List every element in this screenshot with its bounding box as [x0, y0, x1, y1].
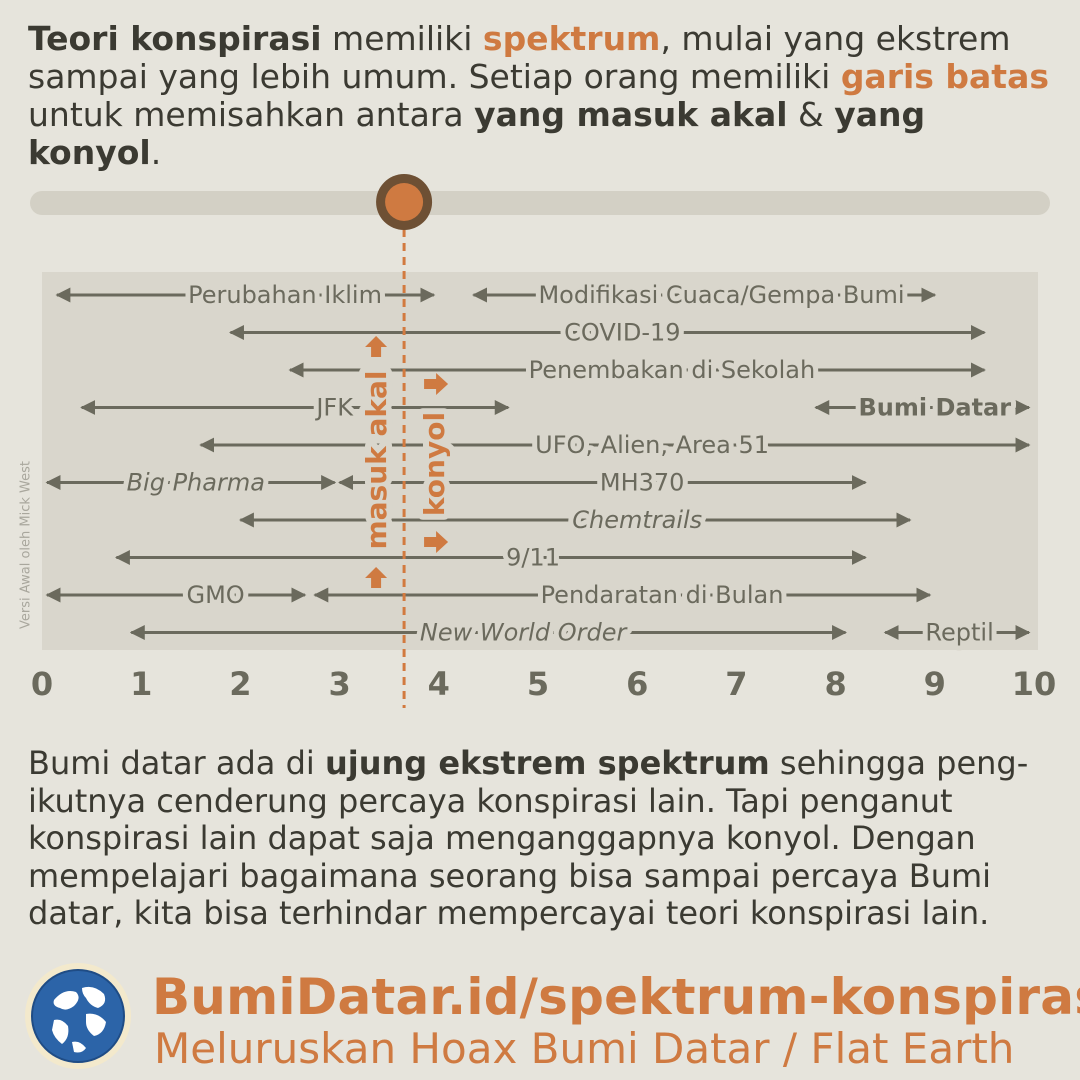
footer-tagline: Meluruskan Hoax Bumi Datar / Flat Earth — [154, 1024, 1015, 1073]
intro-segment: , mulai yang ekstrem sampai yang lebih u… — [28, 19, 1011, 96]
range-label: GMO — [186, 581, 244, 609]
axis-tick-label: 3 — [328, 665, 350, 703]
range-label: Bumi Datar — [859, 394, 1012, 422]
label-sensible: masuk akal — [360, 370, 393, 549]
label-silly: konyol — [418, 412, 451, 516]
axis-tick-label: 4 — [428, 665, 450, 703]
ranges-layer: Perubahan Iklim Modifikasi Cuaca/Gempa Bu… — [45, 276, 1031, 652]
range-label: Pendaratan di Bulan — [541, 581, 784, 609]
axis-tick-label: 2 — [229, 665, 251, 703]
range-label: COVID-19 — [564, 319, 680, 347]
axis-tick-label: 5 — [527, 665, 549, 703]
range-label: 9/11 — [506, 544, 560, 572]
axis-tick-label: 10 — [1012, 665, 1057, 703]
intro-highlight-spectrum: spektrum — [482, 19, 661, 58]
range-label: Perubahan Iklim — [188, 281, 382, 309]
globe-icon — [25, 963, 131, 1069]
spectrum-slider-knob[interactable] — [385, 183, 424, 221]
intro-segment: & — [787, 95, 835, 134]
axis-tick-label: 0 — [31, 665, 53, 703]
axis-ticks: 0 1 2 3 4 5 6 7 8 9 10 — [31, 665, 1056, 703]
conclusion-text: Bumi datar ada di ujung ekstrem spektrum… — [28, 744, 1058, 933]
arrow-right-icon — [424, 373, 449, 395]
range-label: Penembakan di Sekolah — [529, 356, 816, 384]
intro-text: Teori konspirasi memiliki spektrum, mula… — [28, 20, 1058, 172]
intro-highlight-line: garis batas — [840, 57, 1049, 96]
spectrum-track[interactable] — [30, 191, 1050, 215]
conclusion-highlight: ujung ekstrem spektrum — [324, 744, 770, 782]
intro-segment: untuk memisahkan antara — [28, 95, 475, 134]
range-label: Modifikasi Cuaca/Gempa Bumi — [538, 281, 904, 309]
arrow-up-icon — [365, 567, 388, 588]
axis-tick-label: 1 — [130, 665, 152, 703]
conclusion-segment: sehingga peng-ikutnya cenderung percaya … — [28, 744, 1029, 932]
range-label: Chemtrails — [572, 506, 702, 534]
intro-segment: memiliki — [321, 19, 483, 58]
intro-segment: . — [150, 133, 162, 172]
footer-url[interactable]: BumiDatar.id/spektrum-konspirasi — [152, 968, 1080, 1026]
axis-tick-label: 8 — [824, 665, 846, 703]
range-label: JFK — [314, 394, 354, 422]
threshold-labels: masuk akal konyol — [354, 336, 457, 588]
range-label: Reptil — [925, 619, 993, 647]
arrow-up-icon — [365, 336, 388, 357]
range-label: UFO, Alien, Area 51 — [535, 431, 769, 459]
range-label: MH370 — [600, 469, 685, 497]
conclusion-segment: Bumi datar ada di — [28, 744, 325, 782]
intro-term: Teori konspirasi — [28, 19, 322, 58]
intro-silly: yang konyol — [28, 95, 926, 172]
axis-tick-label: 9 — [924, 665, 946, 703]
axis-tick-label: 6 — [626, 665, 648, 703]
range-label: New World Order — [420, 619, 629, 647]
intro-sensible: yang masuk akal — [474, 95, 788, 134]
axis-tick-label: 7 — [725, 665, 747, 703]
range-label: Big Pharma — [127, 469, 265, 497]
arrow-right-icon — [424, 531, 449, 553]
spectrum-diagram: Perubahan Iklim Modifikasi Cuaca/Gempa Bu… — [30, 174, 1056, 708]
